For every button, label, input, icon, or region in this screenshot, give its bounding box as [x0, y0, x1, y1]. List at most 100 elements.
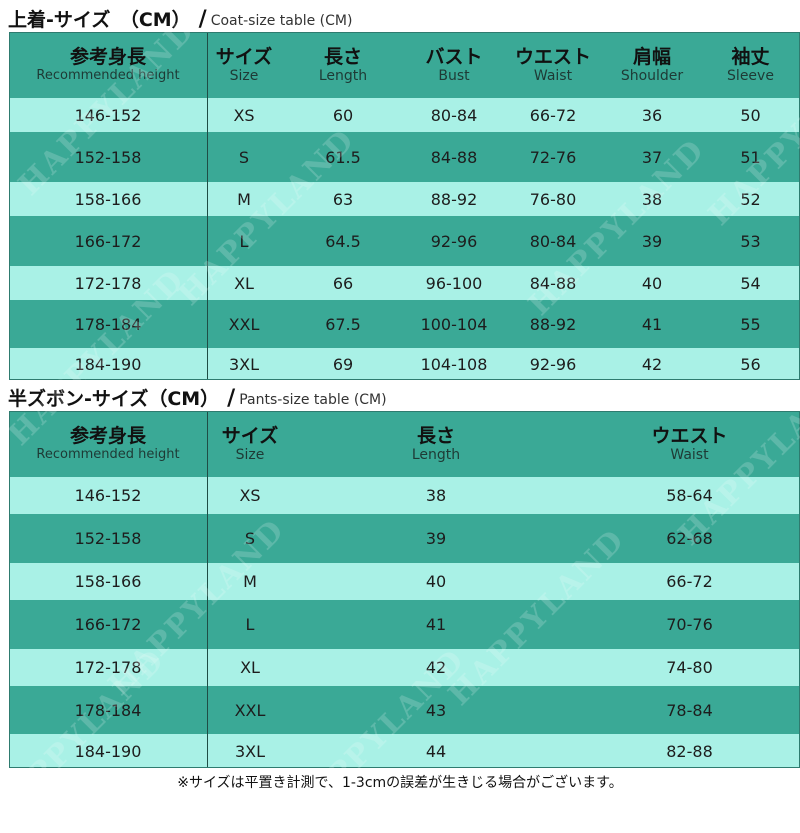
coat-cell: 39: [641, 231, 663, 251]
coat-col-sleeve: 袖丈 Sleeve: [701, 45, 800, 83]
coat-cell: 37: [641, 147, 663, 167]
coat-cell: 104-108: [420, 354, 488, 374]
coat-cell: 84-88: [529, 273, 577, 293]
pants-table-row: 178-184 XXL 43 78-84: [9, 686, 800, 734]
pants-cell: S: [244, 529, 256, 548]
coat-cell: 61.5: [325, 147, 361, 167]
coat-cell: 146-152: [74, 105, 142, 125]
pants-col-size-en: Size: [235, 446, 265, 463]
coat-col-height-en: Recommended height: [36, 68, 180, 83]
coat-col-waist: ウエスト Waist: [503, 47, 603, 84]
coat-cell: 40: [641, 273, 663, 293]
coat-table-row: 184-190 3XL 69 104-108 92-96 42 56: [9, 348, 800, 380]
pants-cell: L: [245, 615, 255, 634]
pants-table-title: 半ズボン-サイズ（CM） / Pants-size table (CM): [8, 381, 387, 411]
pants-table-row: 152-158 S 39 62-68: [9, 514, 800, 563]
pants-cell: 42: [425, 658, 447, 677]
pants-cell: 74-80: [666, 658, 713, 677]
coat-cell: 67.5: [325, 314, 361, 334]
pants-table-row: 158-166 M 40 66-72: [9, 563, 800, 600]
coat-cell: 3XL: [228, 354, 260, 374]
coat-cell: 66-72: [529, 105, 577, 125]
coat-cell: M: [237, 189, 251, 209]
coat-col-shoulder-en: Shoulder: [620, 67, 684, 84]
coat-col-bust-jp: バスト: [425, 45, 483, 68]
measurement-note: ※サイズは平置き計測で、1-3cmの誤差が生きじる場合がございます。: [177, 775, 623, 791]
coat-col-height-jp: 参考身長: [69, 46, 146, 68]
coat-col-size: サイズ Size: [207, 45, 281, 83]
pants-cell: 166-172: [74, 615, 142, 634]
coat-table-title: 上着-サイズ （CM） / Coat-size table (CM): [8, 2, 352, 32]
coat-col-length-en: Length: [318, 67, 368, 84]
pants-cell: 172-178: [74, 658, 142, 677]
pants-cell: XL: [240, 658, 260, 677]
coat-cell: 92-96: [430, 231, 478, 251]
pants-col-height: 参考身長 Recommended height: [9, 425, 207, 462]
coat-col-height: 参考身長 Recommended height: [9, 46, 207, 83]
coat-table-row: 166-172 L 64.5 92-96 80-84 39 53: [9, 216, 800, 266]
coat-cell: 92-96: [529, 354, 577, 374]
coat-title-en: Coat-size table (CM): [210, 13, 353, 29]
coat-cell: 100-104: [420, 314, 488, 334]
pants-cell: 158-166: [74, 572, 142, 591]
pants-height-divider: [207, 411, 208, 768]
pants-cell: 38: [425, 486, 447, 505]
pants-title-en: Pants-size table (CM): [239, 392, 387, 408]
coat-table-row: 146-152 XS 60 80-84 66-72 36 50: [9, 98, 800, 132]
pants-col-length-jp: 長さ: [416, 424, 455, 447]
coat-cell: 88-92: [430, 189, 478, 209]
pants-cell: 43: [425, 700, 447, 720]
pants-title-jp: 半ズボン-サイズ（CM）: [8, 388, 220, 410]
pants-col-waist-jp: ウエスト: [651, 424, 728, 447]
pants-cell: 184-190: [74, 741, 142, 761]
coat-cell: 76-80: [529, 189, 577, 209]
pants-cell: 3XL: [234, 741, 266, 761]
coat-cell: 50: [740, 105, 761, 125]
coat-cell: 80-84: [529, 231, 577, 251]
coat-col-shoulder-jp: 肩幅: [632, 45, 671, 68]
coat-cell: 172-178: [74, 273, 142, 293]
coat-cell: 72-76: [529, 147, 577, 167]
pants-col-height-jp: 参考身長: [69, 425, 146, 447]
coat-col-shoulder: 肩幅 Shoulder: [603, 45, 701, 84]
coat-cell: 36: [641, 105, 663, 125]
pants-col-waist-en: Waist: [670, 446, 709, 463]
coat-cell: XS: [233, 105, 255, 125]
coat-cell: 54: [740, 273, 761, 293]
pants-size-table: 参考身長 Recommended height サイズ Size 長さ Leng…: [9, 411, 800, 768]
coat-table-row: 152-158 S 61.5 84-88 72-76 37 51: [9, 132, 800, 182]
coat-col-sleeve-jp: 袖丈: [731, 45, 770, 68]
coat-cell: 69: [332, 354, 354, 374]
coat-cell: 64.5: [325, 231, 361, 251]
coat-col-length-jp: 長さ: [323, 45, 362, 68]
pants-cell: 178-184: [74, 700, 142, 720]
pants-table-row: 166-172 L 41 70-76: [9, 600, 800, 649]
coat-size-table: 参考身長 Recommended height サイズ Size 長さ Leng…: [9, 32, 800, 380]
pants-cell: 152-158: [74, 529, 142, 548]
coat-table-row: 172-178 XL 66 96-100 84-88 40 54: [9, 266, 800, 300]
coat-cell: 178-184: [74, 314, 142, 334]
coat-header-row: 参考身長 Recommended height サイズ Size 長さ Leng…: [9, 32, 800, 98]
coat-col-waist-en: Waist: [533, 67, 573, 84]
pants-cell: 78-84: [666, 700, 713, 720]
pants-cell: 58-64: [666, 486, 713, 505]
pants-cell: 70-76: [666, 615, 713, 634]
pants-cell: 40: [425, 572, 447, 591]
pants-cell: 44: [425, 741, 447, 761]
coat-cell: 80-84: [430, 105, 478, 125]
pants-cell: 62-68: [666, 529, 713, 548]
coat-cell: 184-190: [74, 354, 142, 374]
coat-cell: S: [238, 147, 250, 167]
pants-cell: 146-152: [74, 486, 142, 505]
coat-table-row: 158-166 M 63 88-92 76-80 38 52: [9, 182, 800, 216]
coat-cell: 56: [740, 354, 761, 374]
pants-cell: 39: [425, 529, 447, 548]
pants-col-height-en: Recommended height: [36, 447, 180, 462]
pants-table-row: 172-178 XL 42 74-80: [9, 649, 800, 686]
coat-cell: 84-88: [430, 147, 478, 167]
coat-col-size-jp: サイズ: [215, 45, 273, 68]
coat-col-bust: バスト Bust: [405, 45, 503, 83]
pants-col-waist: ウエスト Waist: [579, 424, 800, 463]
pants-cell: M: [243, 572, 257, 591]
coat-table-row: 178-184 XXL 67.5 100-104 88-92 41 55: [9, 300, 800, 348]
